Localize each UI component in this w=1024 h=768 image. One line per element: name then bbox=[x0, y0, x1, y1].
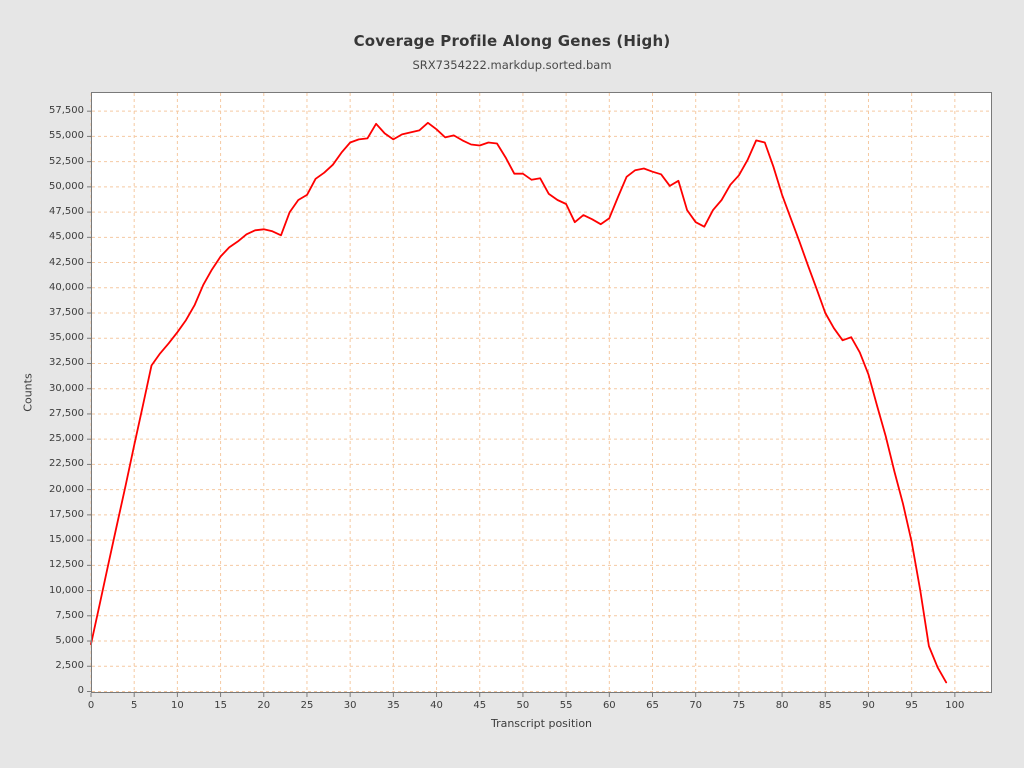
x-tick-label: 25 bbox=[300, 700, 314, 711]
chart-title: Coverage Profile Along Genes (High) bbox=[353, 32, 671, 50]
y-tick-label: 20,000 bbox=[49, 483, 84, 495]
plot-background bbox=[91, 92, 992, 693]
plot-border bbox=[91, 92, 992, 693]
y-tick-label: 25,000 bbox=[49, 433, 84, 445]
x-tick-label: 40 bbox=[430, 700, 443, 711]
y-tick-label: 32,500 bbox=[49, 357, 84, 369]
y-tick-label: 35,000 bbox=[49, 332, 84, 344]
y-tick-label: 15,000 bbox=[49, 534, 84, 546]
y-tick-label: 50,000 bbox=[49, 180, 84, 192]
y-tick-label: 2,500 bbox=[55, 660, 84, 672]
y-tick-label: 17,500 bbox=[49, 508, 84, 520]
x-tick-label: 65 bbox=[646, 700, 659, 711]
x-tick-label: 15 bbox=[214, 700, 227, 711]
x-tick-label: 100 bbox=[945, 700, 965, 711]
coverage-series-line bbox=[90, 121, 948, 684]
x-tick-label: 75 bbox=[732, 700, 746, 711]
y-tick-label: 52,500 bbox=[49, 155, 84, 167]
y-tick-label: 5,000 bbox=[55, 635, 84, 647]
x-tick-label: 80 bbox=[775, 700, 789, 711]
y-tick-label: 30,000 bbox=[49, 382, 84, 394]
x-tick-label: 10 bbox=[171, 700, 184, 711]
y-tick-label: 10,000 bbox=[49, 584, 84, 596]
y-tick-label: 0 bbox=[77, 685, 84, 697]
y-tick-label: 47,500 bbox=[49, 206, 84, 218]
chart-subtitle: SRX7354222.markdup.sorted.bam bbox=[412, 58, 612, 72]
x-tick-label: 60 bbox=[602, 700, 616, 711]
x-tick-label: 30 bbox=[343, 700, 357, 711]
y-tick-label: 40,000 bbox=[49, 281, 84, 293]
x-tick-label: 45 bbox=[473, 700, 487, 711]
y-tick-label: 12,500 bbox=[49, 559, 84, 571]
x-tick-label: 55 bbox=[559, 700, 573, 711]
y-tick-label: 45,000 bbox=[49, 231, 84, 243]
x-tick-label: 5 bbox=[131, 700, 138, 711]
x-tick-label: 20 bbox=[257, 700, 271, 711]
x-tick-label: 90 bbox=[862, 700, 875, 711]
y-tick-label: 27,500 bbox=[49, 407, 84, 419]
x-tick-label: 50 bbox=[516, 700, 530, 711]
y-tick-label: 42,500 bbox=[49, 256, 84, 268]
y-tick-label: 7,500 bbox=[55, 609, 84, 621]
x-tick-label: 70 bbox=[689, 700, 703, 711]
y-tick-label: 22,500 bbox=[49, 458, 84, 470]
y-tick-label: 37,500 bbox=[49, 307, 84, 319]
x-tick-label: 0 bbox=[87, 700, 95, 711]
x-axis-title: Transcript position bbox=[490, 717, 593, 730]
x-tick-label: 95 bbox=[905, 700, 919, 711]
y-tick-label: 55,000 bbox=[49, 130, 84, 142]
y-tick-label: 57,500 bbox=[49, 105, 84, 117]
x-tick-label: 85 bbox=[818, 700, 832, 711]
x-tick-label: 35 bbox=[386, 700, 400, 711]
